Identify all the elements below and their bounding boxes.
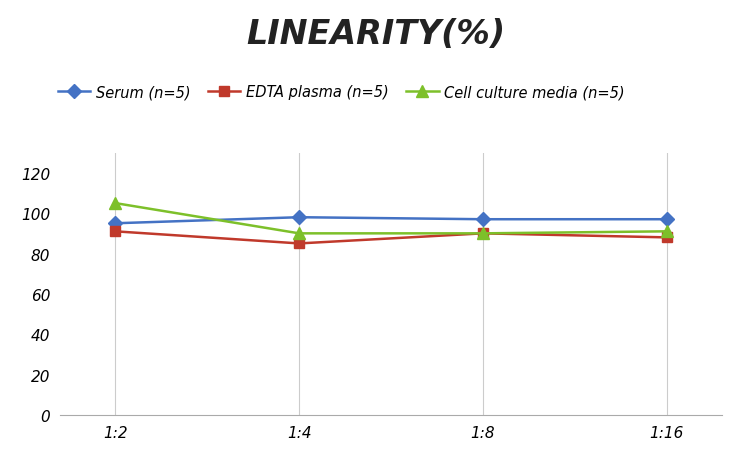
Serum (n=5) — [295, 215, 304, 221]
Serum (n=5) — [663, 217, 672, 222]
EDTA plasma (n=5) — [111, 229, 120, 235]
Serum (n=5) — [478, 217, 487, 222]
EDTA plasma (n=5) — [478, 231, 487, 236]
Cell culture media (n=5) — [295, 231, 304, 236]
Line: Cell culture media (n=5): Cell culture media (n=5) — [109, 198, 673, 240]
EDTA plasma (n=5) — [663, 235, 672, 240]
Serum (n=5) — [111, 221, 120, 226]
Line: Serum (n=5): Serum (n=5) — [111, 213, 672, 229]
Legend: Serum (n=5), EDTA plasma (n=5), Cell culture media (n=5): Serum (n=5), EDTA plasma (n=5), Cell cul… — [53, 79, 631, 106]
Text: LINEARITY(%): LINEARITY(%) — [247, 18, 505, 51]
EDTA plasma (n=5) — [295, 241, 304, 247]
Line: EDTA plasma (n=5): EDTA plasma (n=5) — [111, 227, 672, 249]
Cell culture media (n=5) — [663, 229, 672, 235]
Cell culture media (n=5) — [478, 231, 487, 236]
Cell culture media (n=5) — [111, 201, 120, 207]
